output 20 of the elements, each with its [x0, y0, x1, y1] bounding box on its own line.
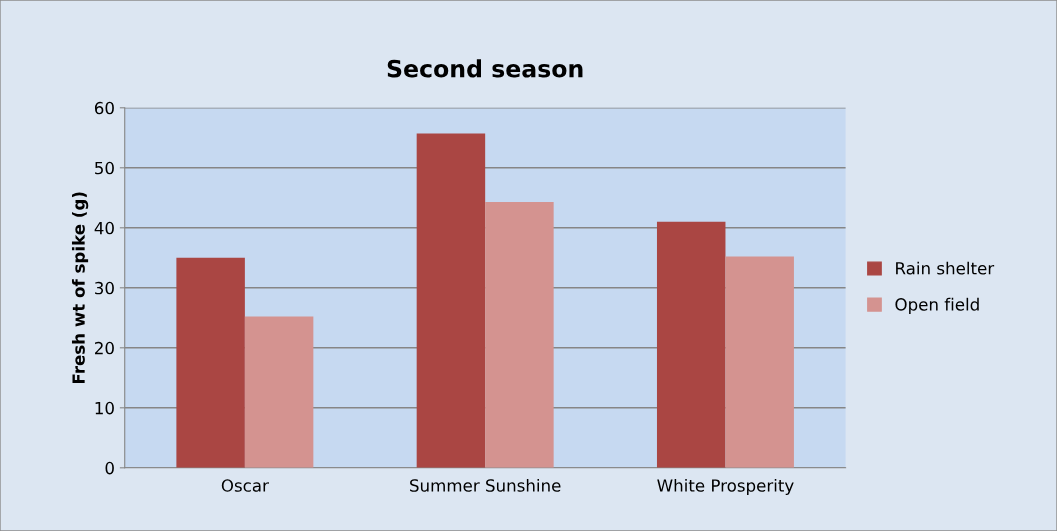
bar: [416, 133, 486, 468]
y-tick-label: 50: [95, 161, 114, 175]
bar: [244, 316, 314, 468]
x-tick-label: White Prosperity: [657, 478, 794, 496]
y-tick-label: 30: [95, 281, 114, 295]
legend-label: Open field: [895, 297, 979, 314]
bar: [485, 202, 554, 468]
bar: [176, 257, 245, 468]
y-tick-label: 20: [95, 341, 114, 355]
y-tick-label: 60: [94, 101, 114, 115]
bar: [725, 256, 794, 468]
y-tick-label: 40: [94, 221, 114, 235]
bar: [656, 221, 726, 468]
x-tick-label: Summer Sunshine: [410, 478, 561, 492]
y-axis-title: Fresh wt of spike (g): [71, 192, 89, 384]
chart-title: Second season: [387, 59, 583, 78]
legend-label: Rain shelter: [896, 261, 995, 275]
x-tick-label: Oscar: [221, 479, 269, 492]
y-tick-label: 0: [105, 461, 114, 475]
y-tick-label: 10: [95, 401, 114, 415]
